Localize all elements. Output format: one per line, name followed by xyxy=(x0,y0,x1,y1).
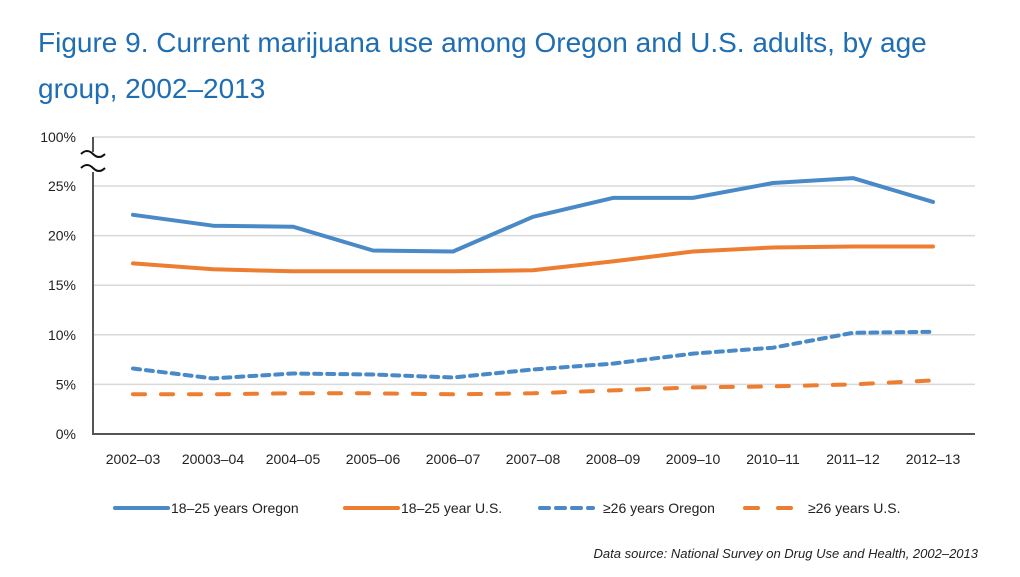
y-tick-label: 25% xyxy=(48,178,76,194)
x-tick-label: 2008–09 xyxy=(586,451,641,467)
legend-item: 18–25 years Oregon xyxy=(113,500,299,516)
x-tick-label: 2009–10 xyxy=(666,451,721,467)
axis-break-icon xyxy=(80,150,106,158)
legend-item: ≥26 years Oregon xyxy=(538,500,715,516)
y-tick-label: 20% xyxy=(48,228,76,244)
series-line-2 xyxy=(131,329,935,381)
legend-label: 18–25 year U.S. xyxy=(401,500,502,516)
y-tick-label: 10% xyxy=(48,327,76,343)
x-tick-label: 2005–06 xyxy=(346,451,401,467)
legend-item: 18–25 year U.S. xyxy=(343,500,502,516)
axis-break-icon xyxy=(80,164,106,172)
y-tick-label: 5% xyxy=(56,376,76,392)
x-tick-label: 2004–05 xyxy=(266,451,321,467)
y-tick-label: 100% xyxy=(40,129,76,145)
x-tick-label: 2002–03 xyxy=(106,451,161,467)
y-tick-label: 0% xyxy=(56,426,76,442)
legend-label: ≥26 years Oregon xyxy=(603,500,715,516)
legend: 18–25 years Oregon 18–25 year U.S. ≥26 yea… xyxy=(113,500,901,516)
gridlines xyxy=(93,136,975,386)
x-tick-label: 20003–04 xyxy=(182,451,245,467)
x-tick-label: 2006–07 xyxy=(426,451,481,467)
y-axis-ticks: 0% 5% 10% 15% 20% 25% 100% xyxy=(40,129,76,442)
series-line-0 xyxy=(131,176,935,254)
data-source-note: Data source: National Survey on Drug Use… xyxy=(593,546,978,561)
legend-label: 18–25 years Oregon xyxy=(171,500,299,516)
x-tick-label: 2012–13 xyxy=(906,451,961,467)
y-tick-label: 15% xyxy=(48,277,76,293)
series-line-1 xyxy=(131,244,935,274)
legend-item: ≥26 years U.S. xyxy=(743,500,901,516)
series-line-3 xyxy=(131,378,935,397)
x-tick-label: 2011–12 xyxy=(826,451,880,467)
series-lines xyxy=(131,176,935,397)
x-tick-label: 2007–08 xyxy=(506,451,561,467)
axes xyxy=(80,137,975,435)
chart-title: Figure 9. Current marijuana use among Or… xyxy=(38,27,927,104)
x-tick-label: 2010–11 xyxy=(746,451,800,467)
x-axis-ticks: 2002–03 20003–04 2004–05 2005–06 2006–07 2007… xyxy=(106,451,961,467)
legend-label: ≥26 years U.S. xyxy=(808,500,901,516)
